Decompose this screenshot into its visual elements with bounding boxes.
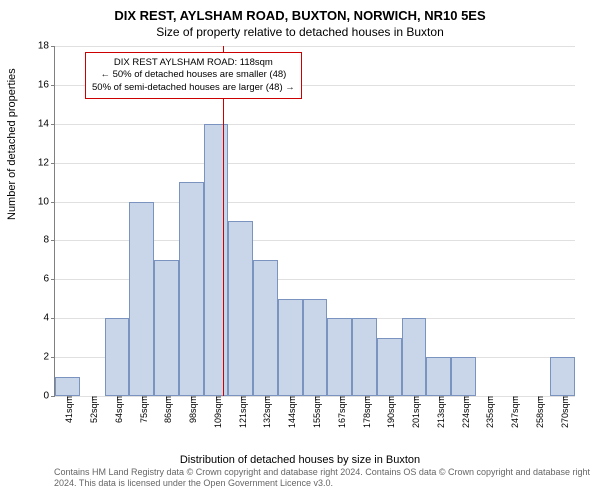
xtick-label: 41sqm	[60, 396, 74, 423]
histogram-bar	[179, 182, 204, 396]
xtick-label: 98sqm	[184, 396, 198, 423]
histogram-bar	[129, 202, 154, 396]
histogram-bar	[154, 260, 179, 396]
attribution-text: Contains HM Land Registry data © Crown c…	[54, 467, 600, 490]
ytick-label: 6	[43, 274, 55, 285]
info-callout-box: DIX REST AYLSHAM ROAD: 118sqm← 50% of de…	[85, 52, 302, 99]
histogram-bar	[55, 377, 80, 396]
xtick-label: 235sqm	[481, 396, 495, 428]
y-axis-label: Number of detached properties	[6, 68, 18, 220]
gridline	[55, 46, 575, 47]
xtick-label: 75sqm	[135, 396, 149, 423]
ytick-label: 14	[38, 118, 55, 129]
chart-subtitle: Size of property relative to detached ho…	[0, 23, 600, 39]
histogram-bar	[204, 124, 229, 396]
ytick-label: 2	[43, 352, 55, 363]
chart-title: DIX REST, AYLSHAM ROAD, BUXTON, NORWICH,…	[0, 0, 600, 23]
histogram-bar	[402, 318, 427, 396]
histogram-bar	[352, 318, 377, 396]
histogram-bar	[228, 221, 253, 396]
histogram-bar	[451, 357, 476, 396]
xtick-label: 64sqm	[110, 396, 124, 423]
xtick-label: 258sqm	[531, 396, 545, 428]
xtick-label: 178sqm	[358, 396, 372, 428]
ytick-label: 4	[43, 313, 55, 324]
info-line: 50% of semi-detached houses are larger (…	[92, 82, 295, 94]
xtick-label: 52sqm	[85, 396, 99, 423]
info-line: ← 50% of detached houses are smaller (48…	[92, 69, 295, 81]
histogram-bar	[253, 260, 278, 396]
xtick-label: 167sqm	[333, 396, 347, 428]
xtick-label: 86sqm	[159, 396, 173, 423]
xtick-label: 109sqm	[209, 396, 223, 428]
ytick-label: 16	[38, 79, 55, 90]
xtick-label: 201sqm	[407, 396, 421, 428]
histogram-bar	[105, 318, 130, 396]
xtick-label: 247sqm	[506, 396, 520, 428]
histogram-bar	[377, 338, 402, 396]
histogram-bar	[327, 318, 352, 396]
histogram-bar	[550, 357, 575, 396]
histogram-bar	[303, 299, 328, 396]
histogram-bar	[278, 299, 303, 396]
ytick-label: 18	[38, 41, 55, 52]
ytick-label: 12	[38, 157, 55, 168]
xtick-label: 155sqm	[308, 396, 322, 428]
plot-area: 02468101214161841sqm52sqm64sqm75sqm86sqm…	[54, 46, 575, 397]
ytick-label: 10	[38, 196, 55, 207]
xtick-label: 270sqm	[556, 396, 570, 428]
chart-container: DIX REST, AYLSHAM ROAD, BUXTON, NORWICH,…	[0, 0, 600, 500]
xtick-label: 144sqm	[283, 396, 297, 428]
gridline	[55, 163, 575, 164]
gridline	[55, 124, 575, 125]
ytick-label: 8	[43, 235, 55, 246]
xtick-label: 224sqm	[457, 396, 471, 428]
histogram-bar	[426, 357, 451, 396]
x-axis-label: Distribution of detached houses by size …	[0, 454, 600, 466]
xtick-label: 190sqm	[382, 396, 396, 428]
info-line: DIX REST AYLSHAM ROAD: 118sqm	[92, 57, 295, 69]
xtick-label: 132sqm	[258, 396, 272, 428]
xtick-label: 121sqm	[234, 396, 248, 428]
ytick-label: 0	[43, 391, 55, 402]
xtick-label: 213sqm	[432, 396, 446, 428]
